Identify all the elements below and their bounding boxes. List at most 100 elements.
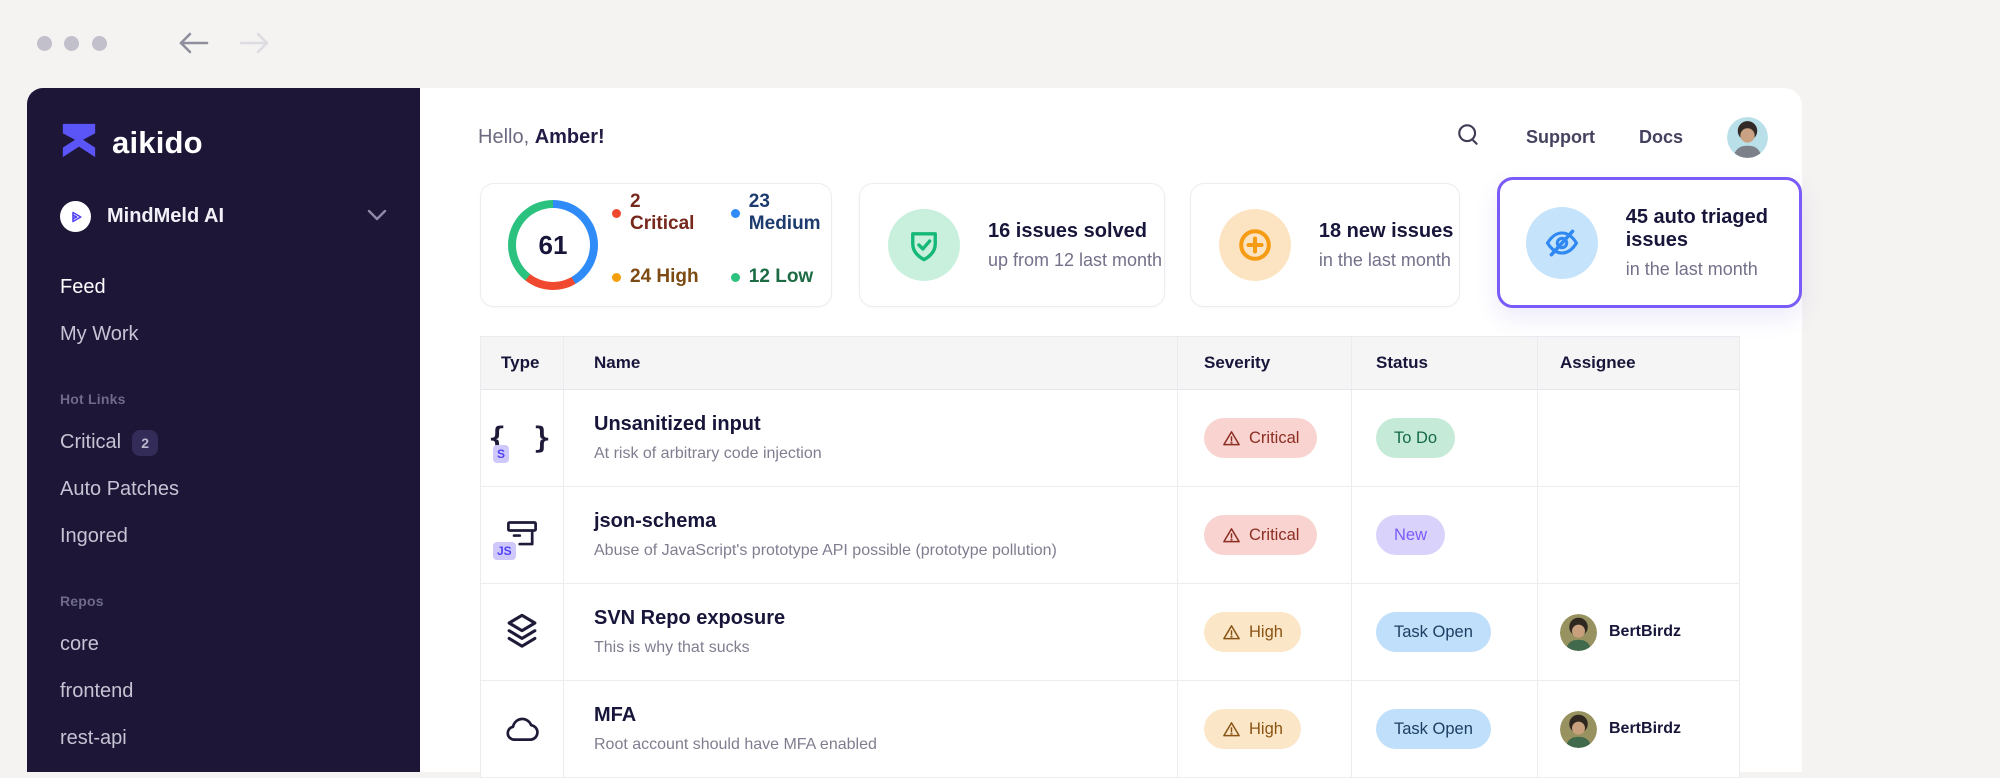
severity-badge: Critical [1204,418,1318,458]
aikido-logo-icon [60,120,98,165]
severity-label: High [1249,719,1283,738]
forward-arrow-icon[interactable] [236,31,272,60]
column-header-severity[interactable]: Severity [1178,337,1352,389]
critical-count-badge: 2 [132,429,159,456]
sidebar-item-frontend[interactable]: frontend [60,668,387,715]
legend-medium: 23 Medium [730,191,831,235]
column-header-type[interactable]: Type [481,337,564,389]
page-title: Hello, Amber! [478,126,605,149]
high-dot-icon [612,272,621,282]
page-header: Hello, Amber! Support Docs [478,116,1768,158]
warning-triangle-icon [1223,527,1240,542]
sidebar-item-label: Auto Patches [60,478,179,500]
severity-badge: Critical [1204,515,1318,555]
issue-description: This is why that sucks [594,639,750,656]
severity-badge: High [1204,612,1301,652]
sidebar-item-my-work[interactable]: My Work [60,311,387,358]
sidebar-item-rest-api[interactable]: rest-api [60,715,387,762]
legend-high: 24 High [612,255,705,299]
table-header: Type Name Severity Status Assignee [481,337,1739,390]
back-arrow-icon[interactable] [176,31,212,60]
window-dot[interactable] [92,36,107,51]
issue-name[interactable]: SVN Repo exposure [594,607,786,629]
issues-table: Type Name Severity Status Assignee { } S… [480,336,1740,778]
security-score-card[interactable]: 61 2 Critical 24 High 23 Medium [480,183,832,307]
card-title: 45 auto triaged issues [1625,205,1768,251]
column-header-status[interactable]: Status [1352,337,1538,389]
sidebar-item-ingored[interactable]: Ingored [60,513,387,560]
docs-link[interactable]: Docs [1638,126,1683,147]
logo-text: aikido [112,124,203,160]
search-icon[interactable] [1455,121,1482,153]
assignee-cell [1538,390,1741,486]
severity-badge: High [1204,709,1301,749]
sidebar-item-label: Critical [60,431,122,453]
layers-icon [501,610,543,654]
workspace-icon [60,201,91,232]
type-badge: S [493,445,510,463]
legend-critical: 2 Critical [612,191,705,235]
assignee-avatar[interactable] [1560,710,1597,748]
card-subtitle: in the last month [1625,258,1758,279]
sidebar-item-label: Feed [60,276,106,298]
column-header-name[interactable]: Name [564,337,1178,389]
table-row[interactable]: { } S Unsanitized input At risk of arbit… [481,390,1739,487]
issue-name[interactable]: MFA [594,704,637,726]
issue-description: Abuse of JavaScript's prototype API poss… [594,542,1057,559]
issue-name[interactable]: Unsanitized input [594,413,761,435]
status-badge: New [1376,515,1446,555]
warning-triangle-icon [1223,721,1240,736]
greeting-name: Amber! [534,125,605,148]
warning-triangle-icon [1223,624,1240,639]
workspace-name: MindMeld AI [107,205,225,227]
table-row[interactable]: MFA Root account should have MFA enabled… [481,681,1739,778]
issue-name[interactable]: json-schema [594,510,717,532]
card-subtitle: up from 12 last month [987,249,1163,270]
score-ring: 61 [508,200,598,290]
window-dot[interactable] [37,36,52,51]
card-title: 18 new issues [1318,219,1454,242]
window-dot[interactable] [64,36,79,51]
column-header-assignee[interactable]: Assignee [1560,353,1636,372]
issues-solved-card[interactable]: 16 issues solved up from 12 last month [858,183,1165,307]
support-link[interactable]: Support [1525,126,1595,147]
assignee-cell [1538,487,1741,583]
sidebar-item-feed[interactable]: Feed [60,264,387,311]
main-panel: Hello, Amber! Support Docs 61 [420,88,1802,778]
low-dot-icon [730,272,740,282]
logo[interactable]: aikido [60,120,387,165]
sidebar-item-label: frontend [60,680,134,702]
legend-label: 12 Low [748,266,814,287]
table-row[interactable]: JS json-schema Abuse of JavaScript's pro… [481,487,1739,584]
sidebar-item-critical[interactable]: Critical 2 [60,419,387,466]
legend-label: 24 High [630,266,699,287]
sidebar-section-repos: Repos [60,593,104,609]
card-title: 16 issues solved [987,219,1147,242]
auto-triaged-card[interactable]: 45 auto triaged issues in the last month [1496,177,1802,308]
user-avatar[interactable] [1727,116,1768,158]
sidebar-item-auto-patches[interactable]: Auto Patches [60,466,387,513]
table-row[interactable]: SVN Repo exposure This is why that sucks… [481,584,1739,681]
workspace-switcher[interactable]: MindMeld AI [60,201,387,232]
warning-triangle-icon [1223,430,1240,445]
sidebar-item-label: Ingored [60,525,128,547]
sidebar-item-label: rest-api [60,727,127,749]
sidebar-item-label: core [60,633,99,655]
issue-description: Root account should have MFA enabled [594,736,877,753]
severity-label: Critical [1249,428,1300,447]
legend-label: 2 Critical [630,191,695,234]
js-package-icon: JS [493,513,543,560]
type-badge: JS [493,542,516,560]
critical-dot-icon [612,208,621,218]
stats-cards-row: 61 2 Critical 24 High 23 Medium [480,177,1802,308]
issue-description: At risk of arbitrary code injection [594,445,822,462]
assignee-avatar[interactable] [1560,613,1597,651]
eye-off-icon [1525,206,1598,279]
score-value: 61 [538,229,568,260]
chevron-down-icon [367,208,387,226]
new-issues-card[interactable]: 18 new issues in the last month [1189,183,1460,307]
severity-label: High [1249,622,1283,641]
sidebar-item-core[interactable]: core [60,621,387,668]
browser-chrome [0,0,2000,88]
card-subtitle: in the last month [1318,249,1451,270]
